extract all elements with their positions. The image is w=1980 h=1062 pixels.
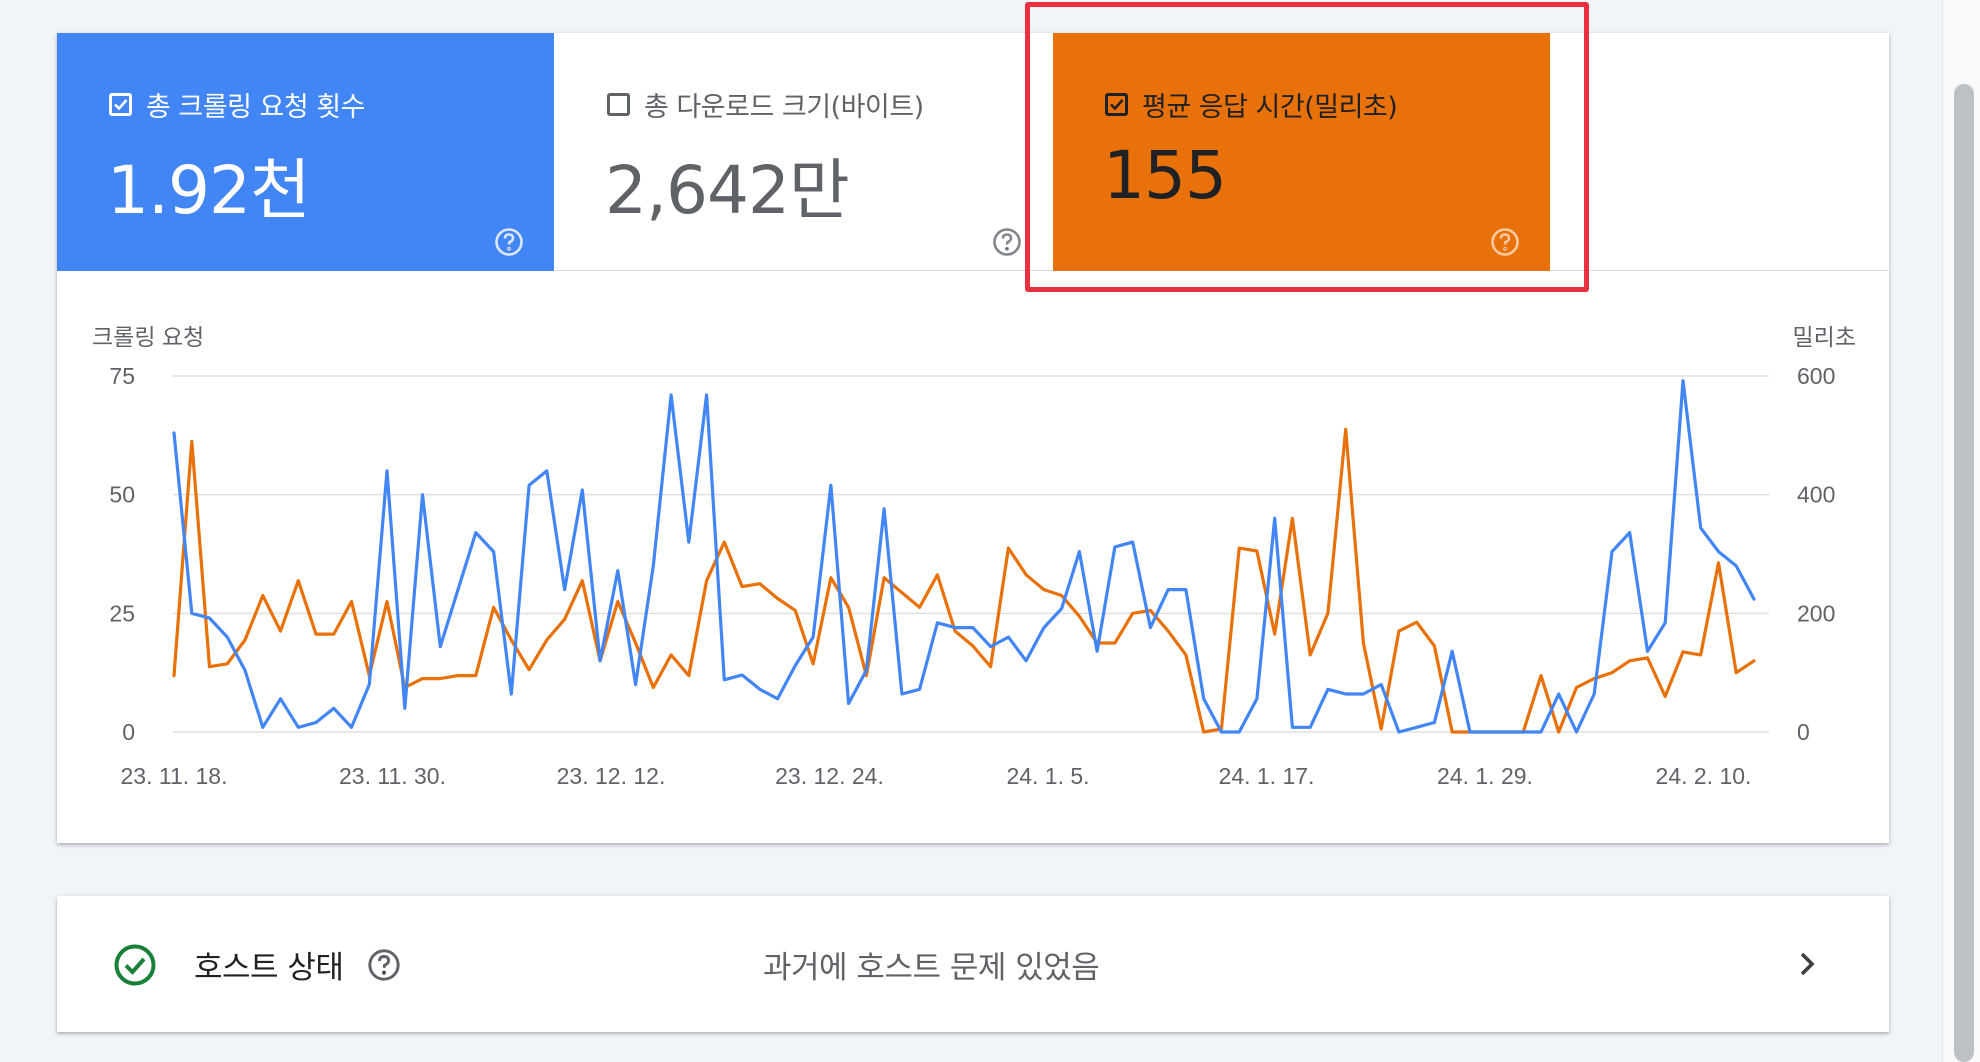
tile-header: 총 크롤링 요청 횟수 bbox=[109, 85, 365, 124]
y-tick-label-right: 600 bbox=[1797, 363, 1835, 389]
x-tick-label: 23. 12. 24. bbox=[775, 763, 884, 789]
help-icon[interactable] bbox=[494, 227, 524, 257]
y-axis-title-left: 크롤링 요청 bbox=[92, 324, 204, 350]
x-tick-label: 23. 12. 12. bbox=[557, 763, 666, 789]
tile-value: 2,642만 bbox=[605, 152, 850, 229]
y-tick-label-right: 0 bbox=[1797, 719, 1810, 745]
series-line-response-time bbox=[172, 427, 1756, 734]
x-tick-label: 24. 1. 17. bbox=[1219, 763, 1315, 789]
y-tick-label-left: 25 bbox=[109, 600, 135, 626]
checkbox-checked-icon[interactable] bbox=[1105, 93, 1128, 116]
y-tick-label-right: 200 bbox=[1797, 600, 1835, 626]
x-tick-label: 23. 11. 18. bbox=[121, 763, 228, 789]
tile-label: 평균 응답 시간(밀리초) bbox=[1142, 92, 1398, 123]
chevron-right-icon[interactable] bbox=[1795, 948, 1819, 980]
metric-tile-total-crawl-requests[interactable]: 총 크롤링 요청 횟수 1.92천 bbox=[57, 33, 554, 271]
help-icon[interactable] bbox=[367, 948, 401, 982]
series-line-crawl-requests bbox=[172, 379, 1756, 734]
y-tick-label-left: 0 bbox=[122, 719, 135, 745]
checkbox-unchecked-icon[interactable] bbox=[607, 93, 630, 116]
host-status-title: 호스트 상태 bbox=[194, 950, 344, 986]
chart-gridlines bbox=[173, 375, 1769, 733]
tile-header: 총 다운로드 크기(바이트) bbox=[607, 85, 924, 124]
y-tick-label-left: 50 bbox=[109, 482, 135, 508]
x-tick-label: 24. 2. 10. bbox=[1656, 763, 1752, 789]
chart-ticks: 75 600 50 400 25 200 0 0 크롤링 요청 밀리초 23. 11. 18. 23.… bbox=[92, 324, 1856, 789]
tile-label: 총 다운로드 크기(바이트) bbox=[644, 92, 924, 123]
tile-value: 1.92천 bbox=[107, 152, 311, 229]
y-tick-label-left: 75 bbox=[109, 363, 135, 389]
y-tick-label-right: 400 bbox=[1797, 482, 1835, 508]
metric-tile-total-download-size[interactable]: 총 다운로드 크기(바이트) 2,642만 bbox=[555, 33, 1052, 271]
x-tick-label: 24. 1. 29. bbox=[1437, 763, 1533, 789]
host-status-text: 과거에 호스트 문제 있었음 bbox=[763, 950, 1100, 986]
scrollbar-thumb[interactable] bbox=[1954, 84, 1974, 1062]
y-axis-title-right: 밀리초 bbox=[1793, 324, 1856, 350]
help-icon[interactable] bbox=[1490, 227, 1520, 257]
metric-tile-average-response-time[interactable]: 평균 응답 시간(밀리초) 155 bbox=[1053, 33, 1550, 271]
tile-header: 평균 응답 시간(밀리초) bbox=[1105, 85, 1398, 124]
x-tick-label: 23. 11. 30. bbox=[339, 763, 446, 789]
host-status-card[interactable]: 호스트 상태 과거에 호스트 문제 있었음 bbox=[57, 896, 1889, 1032]
checkbox-checked-icon[interactable] bbox=[109, 93, 132, 116]
chart-series bbox=[172, 379, 1756, 734]
check-circle-icon bbox=[114, 944, 156, 986]
tile-row-filler bbox=[1551, 33, 1889, 271]
x-tick-label: 24. 1. 5. bbox=[1006, 763, 1089, 789]
tile-label: 총 크롤링 요청 횟수 bbox=[146, 92, 365, 123]
tile-value: 155 bbox=[1103, 137, 1227, 214]
help-icon[interactable] bbox=[992, 227, 1022, 257]
highlight-box bbox=[1025, 2, 1589, 292]
crawl-stats-card: 총 크롤링 요청 횟수 1.92천 총 다운로드 크기(바이트) 2,642만 … bbox=[57, 33, 1889, 843]
crawl-stats-chart: 75 600 50 400 25 200 0 0 크롤링 요청 밀리초 23. 11. 18. 23.… bbox=[92, 324, 1856, 789]
